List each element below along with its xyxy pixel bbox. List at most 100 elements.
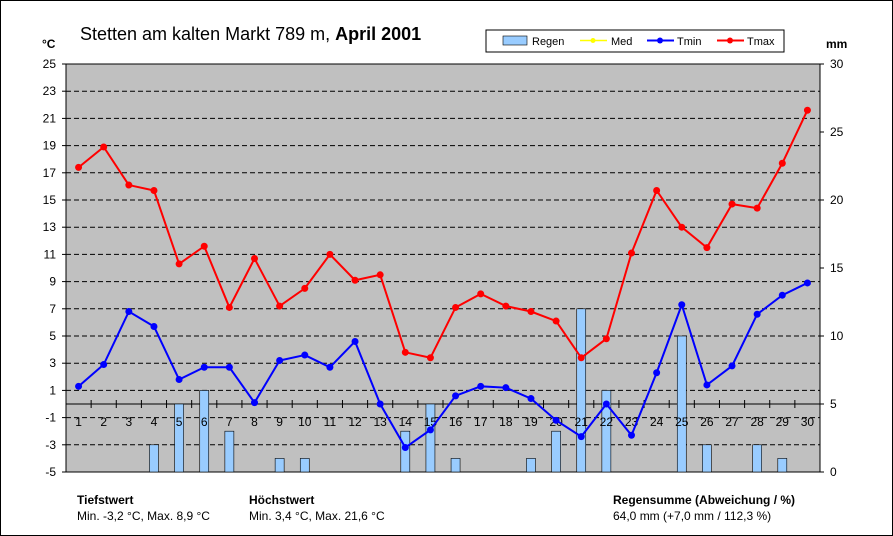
tmax-point bbox=[803, 106, 811, 114]
tmin-point bbox=[100, 361, 108, 369]
x-tick-label: 17 bbox=[474, 415, 488, 429]
tmax-point bbox=[426, 354, 434, 362]
tmin-point bbox=[225, 363, 233, 371]
rain-bar bbox=[702, 444, 712, 473]
tmax-point bbox=[653, 186, 661, 194]
legend-tmin-marker bbox=[657, 37, 663, 44]
rain-bar bbox=[400, 430, 411, 473]
tmax-line bbox=[77, 109, 809, 360]
y-left-label: 13 bbox=[43, 220, 57, 234]
tmax-point bbox=[75, 163, 83, 171]
tmin-point bbox=[728, 362, 736, 370]
y-left-label: 3 bbox=[49, 356, 56, 370]
tmin-point bbox=[502, 384, 510, 392]
rain-bars bbox=[149, 308, 788, 473]
x-tick-label: 7 bbox=[226, 415, 233, 429]
y-left-tick-labels: 25 23 21 19 17 15 13 11 9 7 5 3 1 -1 -3 -5 bbox=[43, 57, 57, 479]
y-left-label: 17 bbox=[43, 166, 57, 180]
tmax-point bbox=[628, 249, 635, 257]
rain-bar bbox=[551, 430, 561, 473]
y-right-label: 0 bbox=[830, 465, 837, 479]
x-tick-label: 13 bbox=[373, 415, 387, 429]
y-left-label: 21 bbox=[43, 111, 57, 125]
rain-bar bbox=[576, 308, 587, 473]
rain-bar bbox=[224, 430, 235, 473]
y-right-label: 5 bbox=[830, 397, 837, 411]
tmax-point bbox=[753, 204, 761, 212]
x-tick-label: 5 bbox=[176, 415, 183, 429]
tiefstwert-box: Tiefstwert Min. -3,2 °C, Max. 8,9 °C bbox=[77, 492, 210, 524]
rain-bar bbox=[149, 444, 159, 473]
tmax-point bbox=[100, 143, 108, 151]
tmin-line bbox=[77, 282, 808, 449]
y-right-unit: mm bbox=[826, 37, 847, 51]
tmax-point bbox=[502, 302, 510, 310]
regensumme-values: 64,0 mm (+7,0 mm / 112,3 %) bbox=[613, 509, 772, 523]
legend-med-marker bbox=[590, 38, 596, 43]
rain-bar bbox=[425, 403, 436, 473]
y-left-label: -5 bbox=[45, 465, 56, 479]
legend-tmax-marker bbox=[727, 37, 733, 44]
rain-bar bbox=[526, 458, 536, 473]
x-tick-label: 27 bbox=[725, 415, 739, 429]
rain-bar bbox=[299, 458, 310, 473]
y-left-label: 15 bbox=[43, 193, 57, 207]
y-right-label: 15 bbox=[830, 261, 844, 275]
tmax-point bbox=[401, 348, 409, 356]
x-tick-label: 26 bbox=[700, 415, 714, 429]
x-tick-labels: 1234567891011121314151617181920212223242… bbox=[75, 415, 814, 429]
tmin-point bbox=[251, 399, 258, 407]
x-tick-label: 2 bbox=[100, 415, 107, 429]
tmin-point bbox=[175, 376, 183, 384]
tiefstwert-values: Min. -3,2 °C, Max. 8,9 °C bbox=[77, 509, 210, 523]
rain-bar bbox=[274, 458, 285, 473]
regensumme-heading: Regensumme (Abweichung / %) bbox=[613, 493, 796, 507]
y-left-label: 5 bbox=[49, 329, 56, 343]
rain-bar bbox=[450, 458, 461, 473]
tmax-point bbox=[301, 284, 309, 292]
x-tick-label: 18 bbox=[499, 415, 513, 429]
tmax-point bbox=[251, 254, 258, 262]
tmax-point bbox=[678, 223, 686, 231]
tmax-point bbox=[703, 244, 711, 252]
y-left-label: 11 bbox=[44, 247, 57, 261]
tmin-point bbox=[577, 433, 585, 441]
x-tick-label: 6 bbox=[201, 415, 208, 429]
x-tick-label: 16 bbox=[449, 415, 463, 429]
rain-bar bbox=[601, 390, 612, 473]
tmin-point bbox=[276, 356, 284, 364]
tmin-point bbox=[753, 310, 761, 318]
tmin-point bbox=[477, 382, 485, 390]
tmax-point bbox=[326, 250, 334, 258]
x-tick-label: 4 bbox=[151, 415, 158, 429]
y-left-label: 9 bbox=[49, 275, 56, 289]
hoechstwert-box: Höchstwert Min. 3,4 °C, Max. 21,6 °C bbox=[249, 492, 385, 524]
y-right-label: 25 bbox=[830, 125, 844, 139]
tmin-point bbox=[678, 301, 686, 309]
x-tick-label: 22 bbox=[600, 415, 614, 429]
x-tick-label: 28 bbox=[750, 415, 764, 429]
y-left-label: -3 bbox=[45, 438, 56, 452]
x-tick-label: 12 bbox=[348, 415, 362, 429]
x-tick-label: 19 bbox=[524, 415, 538, 429]
tmax-point bbox=[728, 200, 736, 208]
tmin-point bbox=[778, 291, 786, 299]
x-tick-label: 3 bbox=[125, 415, 132, 429]
grid-lines bbox=[62, 63, 824, 473]
legend: Regen Med Tmin Tmax bbox=[485, 29, 785, 53]
y-right-label: 30 bbox=[830, 57, 844, 71]
tmin-point bbox=[351, 337, 359, 345]
tmin-point bbox=[376, 400, 384, 408]
legend-tmin-label: Tmin bbox=[677, 36, 701, 48]
legend-med-label: Med bbox=[611, 36, 632, 48]
y-right-tick-labels: 30 25 20 15 10 5 0 bbox=[830, 57, 844, 479]
y-left-label: 1 bbox=[49, 383, 56, 397]
tmax-point bbox=[175, 260, 183, 268]
tmin-point bbox=[75, 382, 83, 390]
tmin-point bbox=[653, 369, 661, 377]
y-left-label: 25 bbox=[43, 57, 57, 71]
tmin-point bbox=[452, 392, 460, 400]
rain-bar bbox=[752, 444, 762, 473]
tmin-point bbox=[125, 308, 133, 316]
